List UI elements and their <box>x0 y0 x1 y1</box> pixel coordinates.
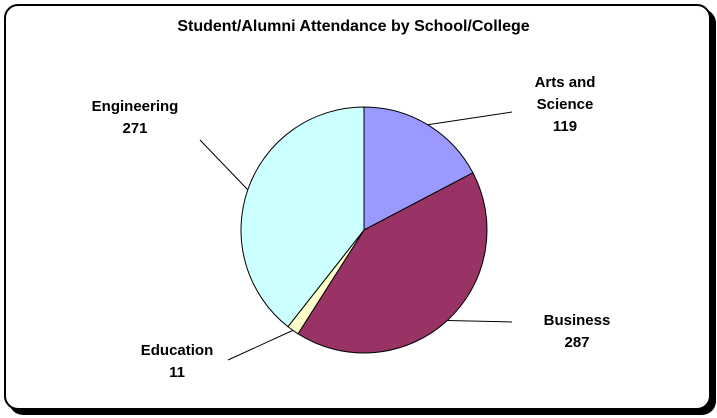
slice-label-engineering-name: Engineering <box>91 98 179 115</box>
slice-label-business: Business 287 <box>512 310 642 354</box>
leader-line-engineering <box>199 139 249 191</box>
leader-line-business <box>447 319 513 323</box>
slice-label-arts-and-science-value: 119 <box>552 118 578 135</box>
slice-label-business-value: 287 <box>564 334 590 351</box>
pie-slices <box>240 106 488 354</box>
slice-label-arts-and-science: Arts and Science 119 <box>510 72 620 138</box>
chart-title: Student/Alumni Attendance by School/Coll… <box>177 18 530 35</box>
slice-label-arts-and-science-name: Arts and Science <box>534 74 596 113</box>
pie-slice-engineering <box>240 106 365 328</box>
slice-label-education-name: Education <box>140 342 214 359</box>
slice-label-business-name: Business <box>543 312 611 329</box>
leader-line-education <box>227 329 294 361</box>
pie-slice-business <box>297 172 488 354</box>
leader-line-arts-and-science <box>427 111 513 126</box>
pie-slice-arts-and-science <box>363 106 474 231</box>
slice-label-education: Education 11 <box>117 340 237 384</box>
slice-label-engineering: Engineering 271 <box>70 96 200 140</box>
leader-lines <box>199 111 513 361</box>
slice-label-education-value: 11 <box>169 364 185 381</box>
slice-label-engineering-value: 271 <box>122 120 148 137</box>
